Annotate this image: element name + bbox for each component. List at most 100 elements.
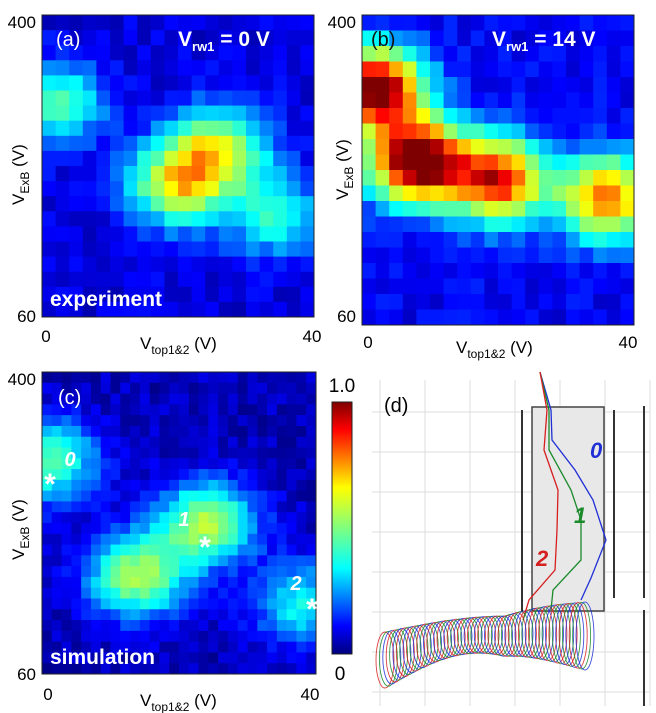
heatmap-c-cell — [139, 447, 151, 459]
heatmap-c-cell — [71, 436, 82, 448]
heatmap-b-cell — [606, 77, 621, 93]
heatmap-c-cell — [61, 501, 72, 513]
heatmap-a-cell — [259, 15, 274, 31]
heatmap-b-cell — [484, 309, 499, 326]
heatmap-a-cell — [55, 256, 70, 273]
heatmap-b-cell — [593, 46, 608, 62]
panel-c-corner-label: simulation — [50, 646, 155, 669]
marker-0: * 0 — [44, 449, 75, 501]
heatmap-c-cell — [188, 501, 200, 513]
heatmap-b-cell — [579, 309, 594, 326]
heatmap-a-cell — [191, 45, 206, 61]
heatmap-c-cell — [149, 566, 160, 578]
heatmap-c-cell — [149, 620, 160, 632]
heatmap-a-cell — [55, 15, 70, 31]
trajectory-loop — [419, 622, 439, 666]
heatmap-c-cell — [218, 469, 229, 481]
panel-b: (b) Vrw1 = 14 V 400 60 0 40 Vtop1&2 (V) … — [328, 13, 638, 361]
heatmap-c-cell — [276, 393, 288, 405]
heatmap-b-cell — [566, 216, 581, 233]
heatmap-c-cell — [276, 566, 288, 578]
heatmap-b-cell — [593, 294, 608, 310]
heatmap-b-cell — [538, 216, 553, 233]
heatmap-c-cell — [139, 436, 151, 448]
panel-b-xtick-right: 40 — [619, 333, 638, 352]
heatmap-c-cell — [306, 576, 317, 589]
heatmap-c-cell — [71, 576, 82, 589]
heatmap-b-cell — [402, 15, 417, 31]
heatmap-a-cell — [137, 105, 152, 122]
heatmap-c-cell — [296, 533, 307, 546]
heatmap-a-cell — [178, 15, 193, 31]
heatmap-b-cell — [402, 123, 417, 140]
trajectory-path — [522, 371, 559, 621]
heatmap-c-cell — [208, 652, 219, 664]
heatmap-c-cell — [296, 479, 307, 492]
heatmap-a-cell — [82, 166, 97, 182]
heatmap-c-cell — [90, 512, 102, 524]
heatmap-c-cell — [188, 393, 200, 405]
heatmap-a-cell — [82, 45, 97, 61]
heatmap-b-cell — [552, 61, 567, 78]
heatmap-c-cell — [149, 641, 160, 653]
heatmap-c-cell — [51, 566, 63, 578]
heatmap-b-cell — [470, 30, 485, 47]
trajectory-loop — [524, 608, 544, 659]
heatmap-c-cell — [149, 490, 160, 502]
heatmap-a-cell — [273, 45, 288, 61]
heatmap-a-cell — [110, 150, 125, 167]
heatmap-c-cell — [188, 523, 200, 535]
heatmap-c-cell — [247, 576, 258, 589]
heatmap-c-cell — [149, 523, 160, 535]
heatmap-c-cell — [81, 458, 92, 470]
heatmap-a-cell — [259, 75, 274, 91]
heatmap-c-cell — [276, 609, 288, 621]
heatmap-b-cell — [389, 92, 404, 109]
heatmap-c-cell — [267, 523, 278, 535]
heatmap-a-cell — [55, 196, 70, 212]
heatmap-c-cell — [42, 555, 53, 567]
heatmap-a-cell — [150, 211, 165, 227]
heatmap-b-cell — [375, 232, 390, 248]
heatmap-a-cell — [300, 60, 315, 76]
heatmap-a-cell — [123, 286, 138, 303]
heatmap-a-cell — [96, 150, 111, 167]
heatmap-c-cell — [237, 436, 248, 448]
heatmap-a-cell — [300, 286, 315, 303]
heatmap-c-cell — [227, 382, 239, 395]
heatmap-a-cell — [246, 301, 261, 318]
heatmap-b-cell — [402, 170, 417, 186]
heatmap-c-cell — [267, 415, 278, 427]
heatmap-c-cell — [306, 415, 317, 427]
heatmap-b-cell — [620, 170, 635, 186]
heatmap-c-cell — [81, 587, 92, 599]
heatmap-c-cell — [257, 436, 268, 448]
heatmap-a-cell — [123, 135, 138, 152]
heatmap-c-cell — [61, 490, 72, 502]
heatmap-b-cell — [498, 61, 513, 78]
heatmap-c-cell — [227, 620, 239, 632]
heatmap-a-cell — [82, 211, 97, 227]
panel-c-ylabel: VExB (V) — [9, 499, 32, 560]
heatmap-b-cell — [525, 278, 540, 295]
heatmap-c-cell — [51, 436, 63, 448]
heatmap-a-cell — [205, 105, 220, 122]
heatmap-c-cell — [198, 620, 209, 632]
heatmap-b-cell — [620, 309, 635, 326]
heatmap-c-cell — [51, 382, 63, 395]
heatmap-b-cell — [525, 232, 540, 248]
heatmap-b-cell — [593, 216, 608, 233]
heatmap-b-cell — [402, 61, 417, 78]
heatmap-c-cell — [169, 544, 180, 556]
heatmap-c-cell — [296, 523, 307, 535]
heatmap-a-cell — [232, 15, 247, 31]
heatmap-b-cell — [402, 30, 417, 47]
heatmap-c-cell — [198, 512, 209, 524]
heatmap-c-cell — [179, 630, 190, 643]
heatmap-a-cell — [150, 135, 165, 152]
heatmap-b-cell — [402, 154, 417, 171]
heatmap-a-cell — [69, 120, 84, 137]
heatmap-c-cell — [71, 372, 82, 384]
heatmap-c-cell — [296, 576, 307, 589]
heatmap-c-cell — [90, 544, 102, 556]
